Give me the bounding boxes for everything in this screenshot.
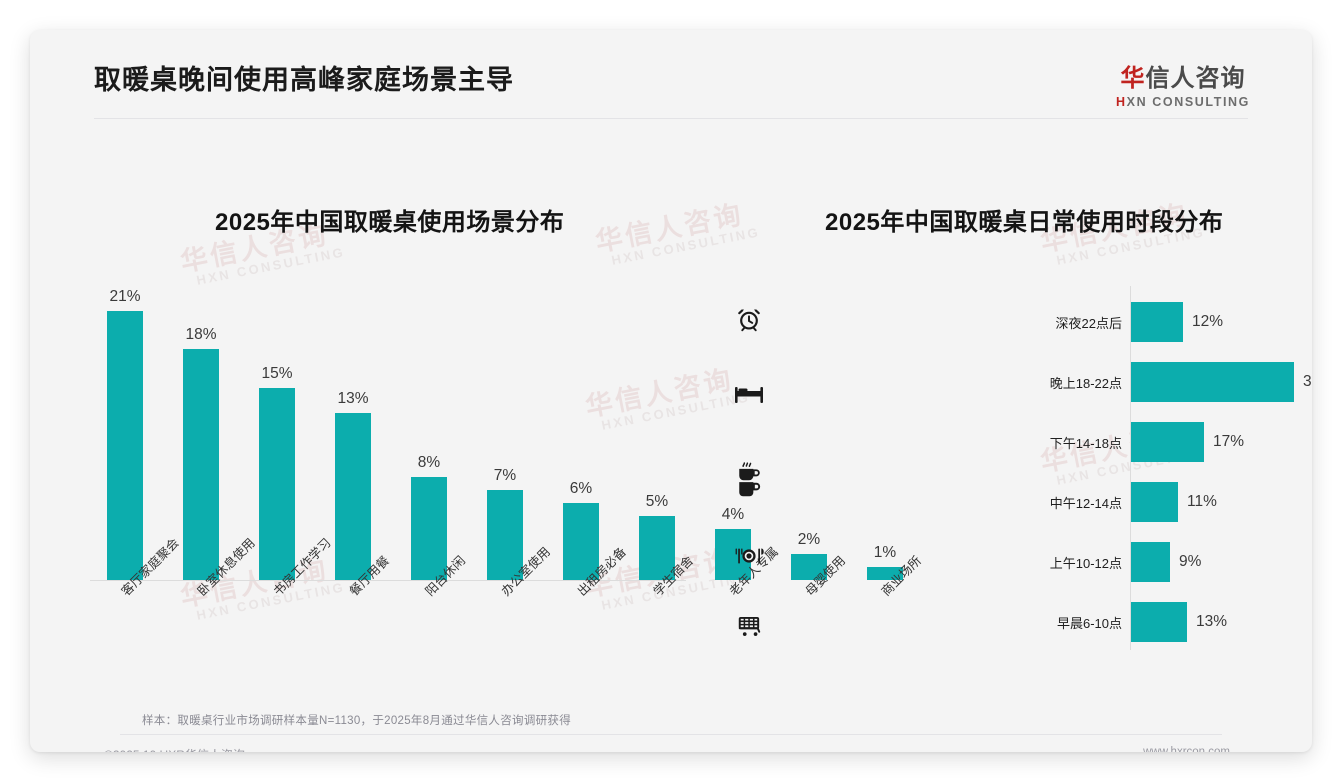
bar-fill bbox=[791, 554, 827, 580]
bar-column: 1% bbox=[858, 544, 912, 580]
coffee-mug-icon bbox=[720, 474, 778, 505]
bar-value-label: 8% bbox=[417, 454, 441, 471]
bar-row: 下午14-18点 17% bbox=[720, 412, 1280, 481]
left-chart-plot: 21% 18% 15% 13% 8% 7% 6% 5% 4% 2% 1% bbox=[90, 280, 903, 580]
scenario-distribution-chart: 21% 18% 15% 13% 8% 7% 6% 5% 4% 2% 1% 客厅家庭聚会 卧室休息使用书… bbox=[90, 280, 924, 680]
alarm-clock-icon bbox=[720, 306, 778, 337]
bar-row: 早晨6-10点 13% bbox=[720, 592, 1280, 652]
bar-container: 12% bbox=[1131, 302, 1223, 342]
bar-fill bbox=[1131, 482, 1178, 522]
bar-row: 上午10-12点 9% bbox=[720, 532, 1280, 592]
bar-fill bbox=[107, 311, 143, 580]
sample-footnote: 样本：取暖桌行业市场调研样本量N=1130，于2025年8月通过华信人咨询调研获… bbox=[142, 715, 572, 727]
bar-value-label: 21% bbox=[109, 288, 141, 305]
coffee-cup-icon bbox=[720, 458, 778, 489]
bar-column: 8% bbox=[402, 454, 456, 580]
time-slot-label: 下午14-18点 bbox=[1049, 435, 1122, 451]
left-chart-title: 2025年中国取暖桌使用场景分布 bbox=[215, 209, 565, 236]
left-chart-baseline bbox=[90, 580, 686, 581]
bar-fill bbox=[411, 477, 447, 580]
bar-value-label: 13% bbox=[337, 390, 369, 407]
bar-value-label: 17% bbox=[1213, 433, 1245, 450]
time-slot-distribution-chart: 深夜22点后 12% 晚上18-22点 38% 下午14-18点 17% 中午12-14点 1… bbox=[720, 280, 1312, 680]
footer-copyright: ©2025.10 HXR华信人咨询 bbox=[104, 746, 245, 752]
bar-column: 21% bbox=[98, 288, 152, 580]
bar-value-label: 1% bbox=[873, 544, 897, 561]
bar-value-label: 11% bbox=[1187, 493, 1217, 510]
bar-container: 9% bbox=[1131, 542, 1201, 582]
bar-fill bbox=[1131, 422, 1204, 462]
time-slot-label: 深夜22点后 bbox=[1055, 315, 1122, 331]
right-chart-title: 2025年中国取暖桌日常使用时段分布 bbox=[825, 209, 1224, 236]
bar-fill bbox=[487, 490, 523, 580]
bar-column: 6% bbox=[554, 480, 608, 580]
bar-column: 18% bbox=[174, 326, 228, 580]
slide-card: 华信人咨询 HXN CONSULTING 华信人咨询 HXN CONSULTIN… bbox=[30, 30, 1312, 752]
header: 取暖桌晚间使用高峰家庭场景主导 华信人咨询 HXN CONSULTING bbox=[30, 30, 1312, 120]
page-title: 取暖桌晚间使用高峰家庭场景主导 bbox=[94, 65, 514, 95]
time-slot-label: 早晨6-10点 bbox=[1056, 615, 1122, 631]
brand-logo: 华信人咨询 HXN CONSULTING bbox=[1116, 58, 1250, 109]
bar-fill bbox=[639, 516, 675, 580]
bar-container: 17% bbox=[1131, 422, 1244, 462]
bar-value-label: 2% bbox=[797, 531, 821, 548]
dining-plate-icon bbox=[720, 544, 778, 573]
bar-value-label: 15% bbox=[261, 365, 293, 382]
bar-column: 13% bbox=[326, 390, 380, 580]
bar-fill bbox=[1131, 362, 1294, 402]
bar-fill bbox=[1131, 542, 1170, 582]
logo-english: HXN CONSULTING bbox=[1116, 95, 1250, 109]
bar-value-label: 38% bbox=[1303, 373, 1312, 390]
bar-value-label: 4% bbox=[721, 506, 745, 523]
bar-fill bbox=[335, 413, 371, 580]
bar-fill bbox=[259, 388, 295, 580]
bar-fill bbox=[867, 567, 903, 580]
bar-container: 11% bbox=[1131, 482, 1217, 522]
watermark: 华信人咨询 HXN CONSULTING bbox=[593, 199, 762, 268]
bar-fill bbox=[1131, 602, 1187, 642]
bar-value-label: 13% bbox=[1196, 613, 1228, 630]
bar-value-label: 5% bbox=[645, 493, 669, 510]
footer-divider bbox=[120, 734, 1222, 735]
bar-column: 5% bbox=[630, 493, 684, 580]
bar-column: 2% bbox=[782, 531, 836, 580]
right-chart-axis bbox=[1130, 286, 1131, 650]
bar-column: 15% bbox=[250, 365, 304, 580]
bed-icon bbox=[720, 382, 778, 411]
bar-row: 深夜22点后 12% bbox=[720, 292, 1280, 352]
bar-value-label: 9% bbox=[1179, 553, 1202, 570]
header-divider bbox=[94, 118, 1248, 119]
time-slot-label: 上午10-12点 bbox=[1049, 555, 1122, 571]
bar-row: 中午12-14点 11% bbox=[720, 472, 1280, 532]
bar-container: 13% bbox=[1131, 602, 1227, 642]
logo-chinese: 华信人咨询 bbox=[1120, 65, 1246, 92]
bar-container: 38% bbox=[1131, 362, 1312, 402]
shopping-cart-icon bbox=[720, 612, 778, 643]
bar-row: 晚上18-22点 38% bbox=[720, 352, 1312, 412]
time-slot-label: 晚上18-22点 bbox=[1049, 375, 1122, 391]
footer-url: www.hxrcon.com bbox=[1143, 746, 1230, 752]
bar-fill bbox=[183, 349, 219, 580]
bar-column: 7% bbox=[478, 467, 532, 580]
bar-value-label: 18% bbox=[185, 326, 217, 343]
bar-value-label: 12% bbox=[1192, 313, 1224, 330]
bar-value-label: 6% bbox=[569, 480, 593, 497]
bar-fill bbox=[563, 503, 599, 580]
bar-value-label: 7% bbox=[493, 467, 517, 484]
bar-fill bbox=[1131, 302, 1183, 342]
time-slot-label: 中午12-14点 bbox=[1049, 495, 1122, 511]
